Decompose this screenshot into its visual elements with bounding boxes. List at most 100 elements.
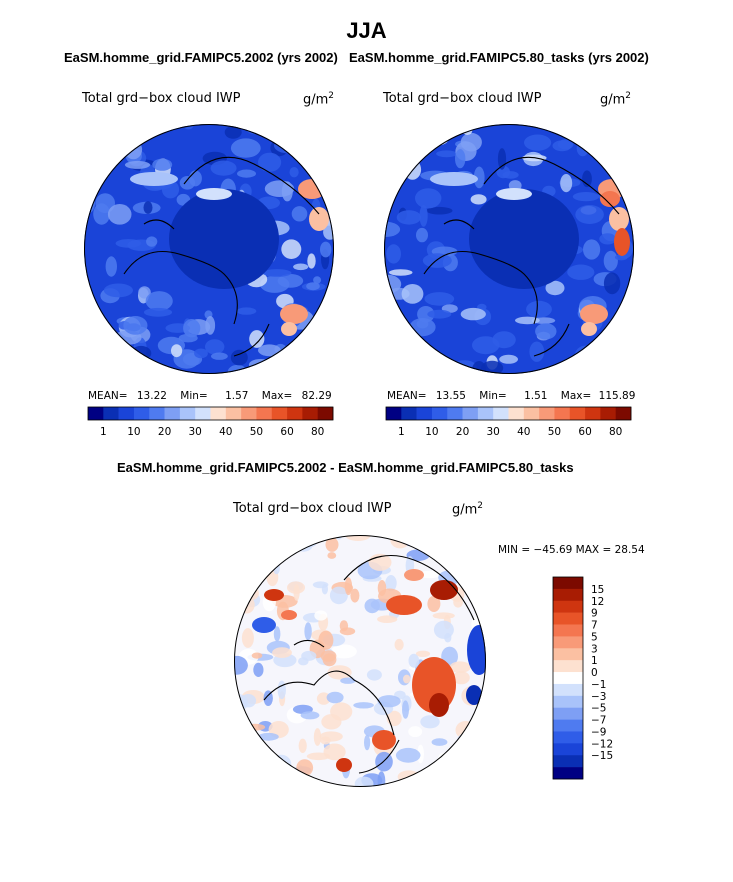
field-blob (453, 596, 463, 608)
field-blob (327, 665, 352, 680)
field-blob (545, 280, 565, 296)
colorbar-tick-label: 20 (158, 426, 171, 438)
field-blob (316, 692, 331, 705)
colorbar-swatch (416, 407, 433, 420)
field-blob (614, 254, 628, 261)
colorbar-swatch (287, 407, 303, 420)
field-blob (281, 239, 302, 259)
field-blob (84, 320, 106, 332)
field-blob (395, 747, 421, 763)
field-blob (603, 250, 618, 271)
field-blob (524, 134, 552, 151)
field-blob (457, 733, 472, 746)
colorbar-swatch (553, 672, 583, 685)
colorbar-swatch (615, 407, 632, 420)
field-blob (568, 124, 582, 132)
field-blob (465, 545, 474, 561)
colorbar-swatch (553, 600, 583, 613)
field-blob (255, 550, 266, 558)
field-blob (250, 545, 261, 558)
map-border (384, 124, 634, 374)
coastline (423, 156, 620, 357)
field-blob (599, 233, 617, 245)
colorbar-swatch (553, 624, 583, 637)
light-patch (196, 188, 232, 200)
field-blob (323, 743, 346, 761)
page-title: JJA (346, 18, 387, 43)
colorbar-tick-label: 10 (127, 426, 140, 438)
colorbar-tick-label: 1 (591, 655, 598, 667)
field-blob (105, 256, 117, 277)
anomaly-patch (281, 610, 297, 620)
field-blob (330, 644, 357, 659)
field-blob (526, 300, 552, 318)
field-blob (272, 647, 292, 658)
field-blob (416, 227, 428, 243)
field-blob (277, 680, 286, 700)
field-blob (291, 206, 308, 222)
field-blob (205, 339, 225, 355)
field-blob (408, 653, 420, 668)
field-blob (398, 124, 423, 134)
field-blob (145, 291, 173, 311)
panel1-polar-map (84, 124, 334, 374)
field-blob (287, 581, 305, 594)
anomaly-patch (336, 758, 352, 772)
light-patch (496, 188, 532, 200)
field-blob (313, 728, 322, 746)
field-blob (335, 535, 343, 540)
colorbar-swatch (271, 407, 288, 420)
field-blob (301, 650, 317, 661)
field-blob (436, 150, 458, 158)
field-blob (256, 545, 273, 556)
field-blob (135, 355, 153, 373)
field-blob (124, 160, 151, 169)
field-blob (236, 307, 257, 315)
field-blob (251, 652, 263, 659)
colorbar-swatch (553, 731, 583, 744)
field-blob (103, 283, 133, 298)
colorbar-tick-label: 30 (487, 426, 500, 438)
field-blob (121, 135, 132, 145)
panel3-units: g/m2 (452, 501, 484, 518)
field-blob (596, 148, 625, 161)
field-blob (427, 309, 452, 319)
field-blob (310, 535, 322, 540)
field-blob (614, 351, 634, 369)
field-blob (234, 754, 248, 767)
colorbar-swatch (553, 683, 583, 697)
field-blob (84, 135, 107, 152)
field-blob (340, 677, 356, 684)
field-blob (353, 702, 374, 709)
field-blob (244, 124, 265, 135)
field-blob (610, 137, 633, 157)
field-blob (93, 203, 110, 225)
field-blob (143, 201, 153, 214)
anomaly-patch (386, 595, 422, 615)
colorbar-swatch (553, 707, 583, 720)
field-blob (262, 767, 278, 778)
colorbar-tick-label: 40 (219, 426, 232, 438)
field-blob (307, 324, 323, 331)
field-blob (258, 344, 281, 357)
field-blob (327, 552, 337, 559)
colorbar-swatch (553, 636, 583, 649)
field-blob (107, 204, 132, 225)
field-blob (427, 595, 441, 612)
field-blob (444, 632, 452, 643)
colorbar-swatch (401, 407, 417, 420)
colorbar-swatch (539, 407, 555, 420)
field-blob (230, 349, 248, 366)
colorbar-swatch (149, 407, 165, 420)
anomaly-patch (466, 685, 482, 705)
warm-patch (280, 304, 308, 324)
field-blob (582, 170, 592, 188)
panel3-subtitle: EaSM.homme_grid.FAMIPC5.2002 - EaSM.homm… (117, 460, 574, 475)
warm-patch (614, 228, 630, 256)
field-blob (123, 316, 148, 335)
panel1-variable-label: Total grd−box cloud IWP (82, 91, 241, 106)
anomaly-patch (467, 625, 486, 675)
colorbar-tick-label: 7 (591, 620, 598, 632)
colorbar-swatch (585, 407, 601, 420)
colorbar-frame (385, 406, 632, 421)
